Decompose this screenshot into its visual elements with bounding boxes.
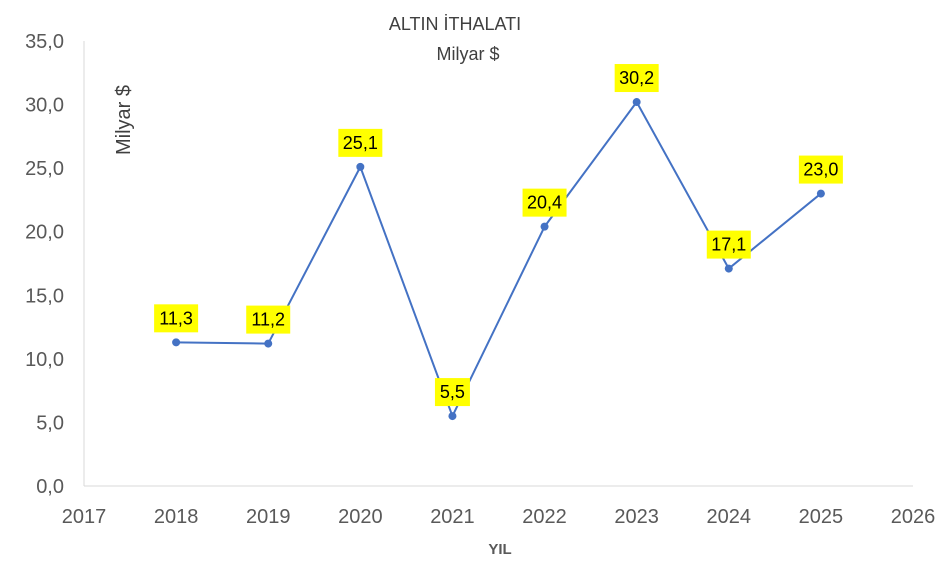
x-tick-label: 2023 — [614, 506, 659, 528]
axes — [83, 41, 913, 487]
y-tick-label: 35,0 — [25, 31, 64, 53]
y-tick-labels: 0,0 5,0 10,0 15,0 20,0 25,0 30,0 35,0 — [25, 31, 64, 498]
data-label: 11,3 — [154, 304, 199, 333]
data-label-text: 20,4 — [527, 193, 562, 213]
data-label-text: 11,2 — [251, 310, 285, 330]
x-tick-label: 2017 — [62, 506, 107, 528]
data-label-text: 17,1 — [711, 235, 746, 255]
data-label-text: 5,5 — [440, 382, 465, 402]
x-tick-label: 2024 — [707, 506, 752, 528]
data-point — [356, 162, 365, 171]
data-point — [448, 412, 457, 421]
y-tick-label: 25,0 — [25, 158, 64, 180]
series-line — [176, 101, 822, 418]
chart-subtitle: Milyar $ — [436, 44, 499, 64]
y-axis-label: Milyar $ — [113, 85, 135, 155]
y-tick-label: 10,0 — [25, 349, 64, 371]
x-tick-labels: 2017 2018 2019 2020 2021 2022 2023 2024 2025 2026 — [62, 506, 936, 528]
data-labels: 11,3 11,2 25,1 5,5 20,4 30,2 17,1 23,0 — [154, 64, 843, 407]
data-point — [264, 339, 273, 348]
y-tick-label: 0,0 — [36, 476, 64, 498]
x-tick-label: 2018 — [154, 506, 199, 528]
data-points — [172, 98, 825, 421]
data-point — [816, 189, 825, 198]
data-label-background — [246, 305, 291, 334]
data-label-background — [614, 64, 659, 93]
x-tick-label: 2021 — [430, 506, 475, 528]
x-tick-label: 2020 — [338, 506, 383, 528]
x-tick-label: 2026 — [891, 506, 936, 528]
data-label: 30,2 — [614, 64, 659, 93]
data-label: 17,1 — [706, 230, 751, 259]
x-tick-label: 2025 — [799, 506, 844, 528]
data-point — [540, 222, 549, 231]
data-label: 5,5 — [434, 378, 470, 407]
data-label-text: 30,2 — [619, 68, 654, 88]
x-tick-label: 2022 — [522, 506, 567, 528]
data-label-text: 11,3 — [159, 308, 193, 328]
chart-title: ALTIN İTHALATI — [389, 14, 521, 34]
data-label: 25,1 — [338, 128, 383, 157]
y-tick-label: 20,0 — [25, 222, 64, 244]
data-label-text: 23,0 — [803, 160, 838, 180]
y-tick-label: 15,0 — [25, 285, 64, 307]
data-label-background — [434, 378, 470, 407]
x-axis-label: YIL — [488, 541, 511, 558]
data-label-background — [798, 155, 843, 184]
data-label-background — [338, 128, 383, 157]
y-tick-label: 5,0 — [36, 412, 64, 434]
data-label-background — [154, 304, 199, 333]
data-label-background — [522, 188, 567, 217]
data-label-text: 25,1 — [343, 133, 378, 153]
data-point — [172, 338, 181, 347]
data-label: 23,0 — [798, 155, 843, 184]
data-point — [724, 264, 733, 273]
data-label: 20,4 — [522, 188, 567, 217]
x-tick-label: 2019 — [246, 506, 291, 528]
data-label-background — [706, 230, 751, 259]
series-line-path — [176, 101, 822, 418]
data-point — [632, 98, 641, 107]
y-tick-label: 30,0 — [25, 95, 64, 117]
data-label: 11,2 — [246, 305, 291, 334]
